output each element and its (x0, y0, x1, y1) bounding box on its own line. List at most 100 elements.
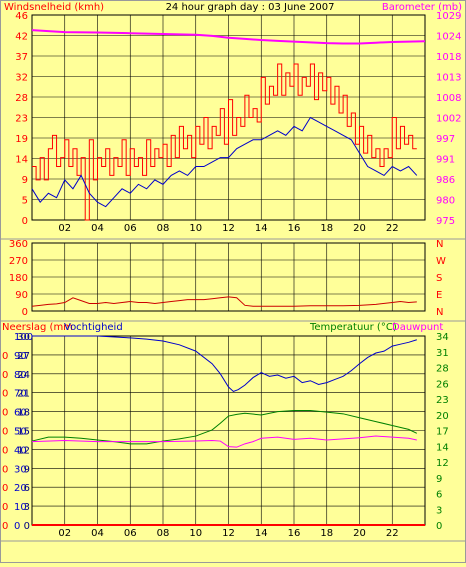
temperature-y-tick-label: 6 (436, 490, 442, 501)
humidity-pct-y-tick-label: 50 (14, 427, 27, 438)
wind-y-tick-label: 37 (15, 52, 28, 63)
rain-y-tick-label: 0 (2, 427, 8, 438)
wind-baro-x-tick-label: 06 (124, 223, 137, 234)
compass-y-tick-label: N (436, 239, 443, 250)
direction-y-tick-label: 270 (9, 256, 28, 267)
humidity-temp-x-tick-label: 02 (58, 528, 71, 539)
barometer-y-tick-label: 997 (436, 134, 455, 145)
humidity-temp-x-tick-label: 08 (157, 528, 170, 539)
direction-y-tick-label: 0 (22, 307, 28, 318)
dewpoint-axis-title: Dauwpunt (392, 322, 443, 333)
series-line (31, 435, 417, 448)
humidity-temp-x-tick-label: 12 (222, 528, 235, 539)
barometer-y-tick-label: 1002 (436, 114, 461, 125)
wind-baro-x-tick-label: 16 (288, 223, 301, 234)
compass-y-tick-label: S (436, 273, 442, 284)
series-line (31, 409, 418, 445)
wind-y-tick-label: 42 (15, 32, 28, 43)
humidity-pct-y-tick-label: 10 (14, 502, 27, 513)
humidity-y-tick-label: 3 (24, 502, 30, 513)
rain-y-tick-label: 0 (2, 502, 8, 513)
temperature-y-tick-label: 28 (436, 364, 449, 375)
humidity-y-tick-label: 9 (24, 464, 30, 475)
humidity-temp-x-tick-label: 04 (91, 528, 104, 539)
barometer-y-tick-label: 1008 (436, 93, 461, 104)
wind-y-tick-label: 14 (15, 155, 28, 166)
temperature-y-tick-label: 9 (436, 474, 442, 485)
humidity-pct-y-tick-label: 90 (14, 351, 27, 362)
wind-baro-x-tick-label: 18 (320, 223, 333, 234)
humidity-y-tick-label: 27 (17, 351, 30, 362)
rain-y-tick-label: 0 (2, 483, 8, 494)
barometer-y-tick-label: 975 (436, 216, 455, 227)
temperature-y-tick-label: 0 (436, 521, 442, 532)
humidity-pct-y-tick-label: 60 (14, 408, 27, 419)
humidity-temp-x-tick-label: 20 (353, 528, 366, 539)
humidity-temp-x-tick-label: 16 (288, 528, 301, 539)
barometer-axis-title: Barometer (mb) (382, 2, 462, 13)
humidity-pct-y-tick-label: 80 (14, 370, 27, 381)
humidity-temp-x-tick-label: 06 (124, 528, 137, 539)
rain-axis-title: Neerslag (mm (2, 322, 73, 333)
humidity-pct-y-tick-label: 100 (14, 332, 33, 343)
wind-baro-x-tick-label: 04 (91, 223, 104, 234)
humidity-temp-x-tick-label: 14 (255, 528, 268, 539)
humidity-y-tick-label: 0 (24, 521, 30, 532)
wind-y-tick-label: 9 (22, 175, 28, 186)
wind-axis-title: Windsnelheid (kmh) (4, 2, 104, 13)
series-line (31, 116, 418, 208)
humidity-y-tick-label: 30 (17, 332, 30, 343)
rain-y-tick-label: 0 (2, 351, 8, 362)
humidity-pct-y-tick-label: 40 (14, 445, 27, 456)
temperature-y-tick-label: 3 (436, 505, 442, 516)
wind-baro-x-tick-label: 20 (353, 223, 366, 234)
humidity-y-tick-label: 21 (17, 389, 30, 400)
series-line (31, 29, 426, 45)
humidity-pct-y-tick-label: 20 (14, 483, 27, 494)
temperature-y-tick-label: 31 (436, 348, 449, 359)
temperature-y-tick-label: 17 (436, 427, 449, 438)
humidity-temp-x-tick-label: 10 (189, 528, 202, 539)
direction-y-tick-label: 360 (9, 239, 28, 250)
humidity-pct-y-tick-label: 30 (14, 464, 27, 475)
rain-y-tick-label: 0 (2, 464, 8, 475)
direction-y-tick-label: 90 (15, 290, 28, 301)
rain-y-tick-label: 0 (2, 408, 8, 419)
series-line (32, 335, 417, 393)
chart-title: 24 hour graph day : 03 June 2007 (166, 2, 335, 13)
barometer-y-tick-label: 980 (436, 196, 455, 207)
wind-baro-x-tick-label: 22 (386, 223, 399, 234)
compass-y-tick-label: W (436, 256, 446, 267)
compass-y-tick-label: N (436, 307, 443, 318)
compass-y-tick-label: E (436, 290, 442, 301)
temperature-y-tick-label: 26 (436, 379, 449, 390)
wind-y-tick-label: 23 (15, 114, 28, 125)
barometer-y-tick-label: 1018 (436, 52, 461, 63)
barometer-y-tick-label: 1013 (436, 73, 461, 84)
wind-y-tick-label: 32 (15, 73, 28, 84)
humidity-y-tick-label: 18 (17, 408, 30, 419)
direction-y-tick-label: 180 (9, 273, 28, 284)
barometer-y-tick-label: 986 (436, 175, 455, 186)
rain-y-tick-label: 0 (2, 389, 8, 400)
humidity-temp-x-tick-label: 18 (320, 528, 333, 539)
barometer-y-tick-label: 991 (436, 155, 455, 166)
temperature-y-tick-label: 20 (436, 411, 449, 422)
humidity-y-tick-label: 24 (17, 370, 30, 381)
wind-baro-x-tick-label: 02 (58, 223, 71, 234)
barometer-y-tick-label: 1029 (436, 11, 461, 22)
humidity-pct-y-tick-label: 0 (14, 521, 20, 532)
barometer-y-tick-label: 1024 (436, 32, 461, 43)
wind-baro-x-tick-label: 08 (157, 223, 170, 234)
humidity-axis-title: Vochtigheid (64, 322, 123, 333)
rain-y-tick-label: 0 (2, 521, 8, 532)
humidity-y-tick-label: 15 (17, 427, 30, 438)
rain-y-tick-label: 0 (2, 445, 8, 456)
wind-baro-x-tick-label: 12 (222, 223, 235, 234)
wind-y-tick-label: 46 (15, 11, 28, 22)
humidity-temp-x-tick-label: 22 (386, 528, 399, 539)
temperature-axis-title: Temperatuur (°C) (309, 322, 397, 333)
wind-baro-x-tick-label: 10 (189, 223, 202, 234)
